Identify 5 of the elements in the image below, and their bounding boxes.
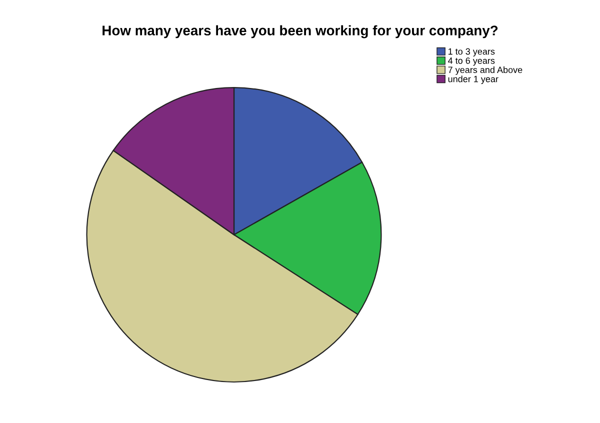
legend-label: 1 to 3 years (448, 48, 495, 56)
legend-label: 4 to 6 years (448, 57, 495, 66)
chart-title: How many years have you been working for your company? (102, 25, 498, 38)
legend-label: 7 years and Above (448, 66, 522, 75)
legend-label: under 1 year (448, 76, 498, 84)
